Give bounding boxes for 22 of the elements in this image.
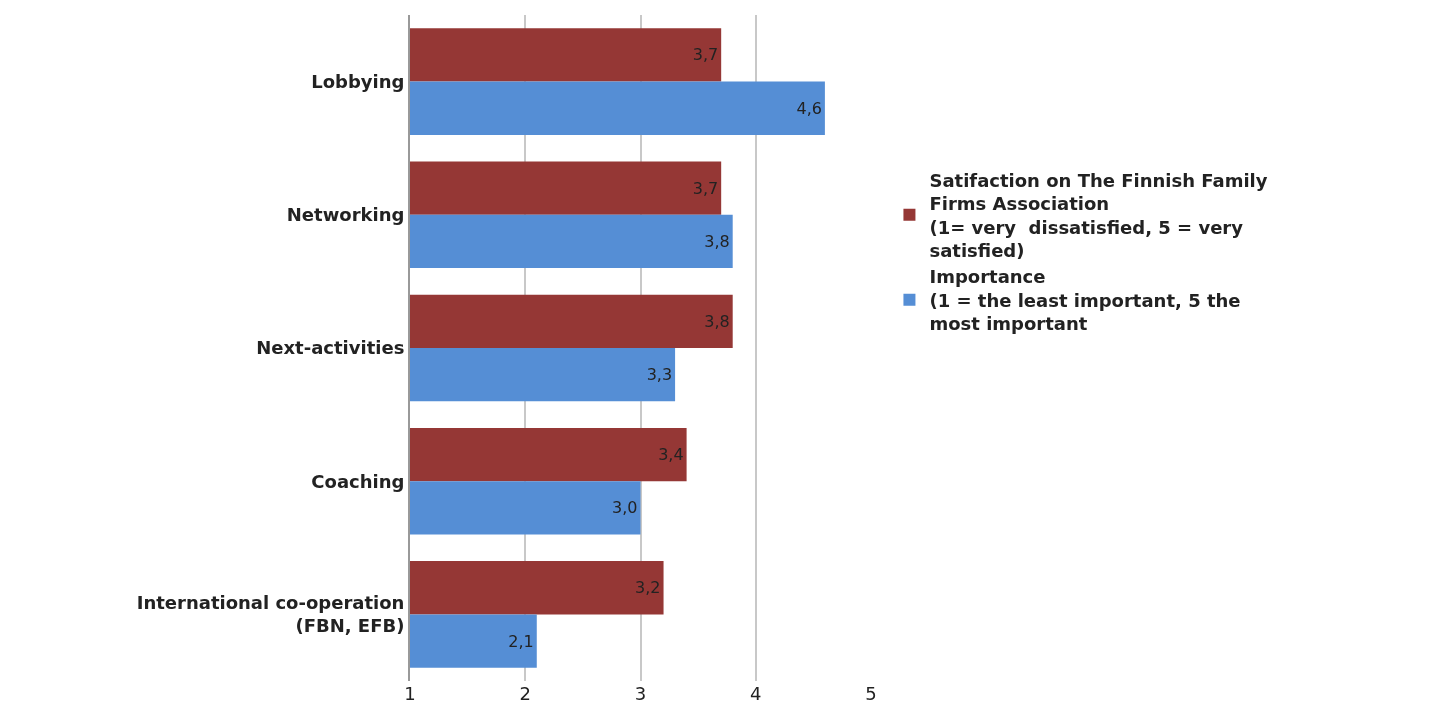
data-label: 3,7 — [692, 45, 719, 65]
data-label: 2,1 — [508, 631, 534, 651]
data-label: 3,8 — [704, 231, 730, 251]
y-tick-label: Coaching — [311, 470, 405, 492]
y-tick-label: Networking — [286, 204, 405, 226]
legend-label: Importance (1 = the least important, 5 the most important — [929, 266, 1241, 335]
data-label: 3,0 — [612, 498, 638, 518]
x-tick-label: 2 — [519, 683, 531, 704]
data-label: 3,7 — [692, 178, 719, 198]
data-label: 4,6 — [796, 98, 822, 118]
data-label: 3,2 — [635, 578, 661, 598]
data-label: 3,4 — [658, 445, 684, 465]
legend-label: Satifaction on The Finnish Family Firms Association (1= very dissatisfied, 5 = very satisfied) — [929, 169, 1268, 261]
data-label: 3,8 — [704, 311, 730, 331]
y-tick-label: International co-operation (FBN, EFB) — [136, 592, 405, 637]
x-tick-label: 4 — [750, 683, 762, 704]
x-tick-label: 3 — [634, 683, 647, 704]
x-tick-label: 1 — [404, 683, 416, 704]
x-tick-label: 5 — [865, 683, 877, 704]
y-tick-label: Next-activities — [256, 337, 405, 359]
y-tick-label: Lobbying — [311, 70, 405, 92]
data-label: 3,3 — [646, 365, 673, 385]
